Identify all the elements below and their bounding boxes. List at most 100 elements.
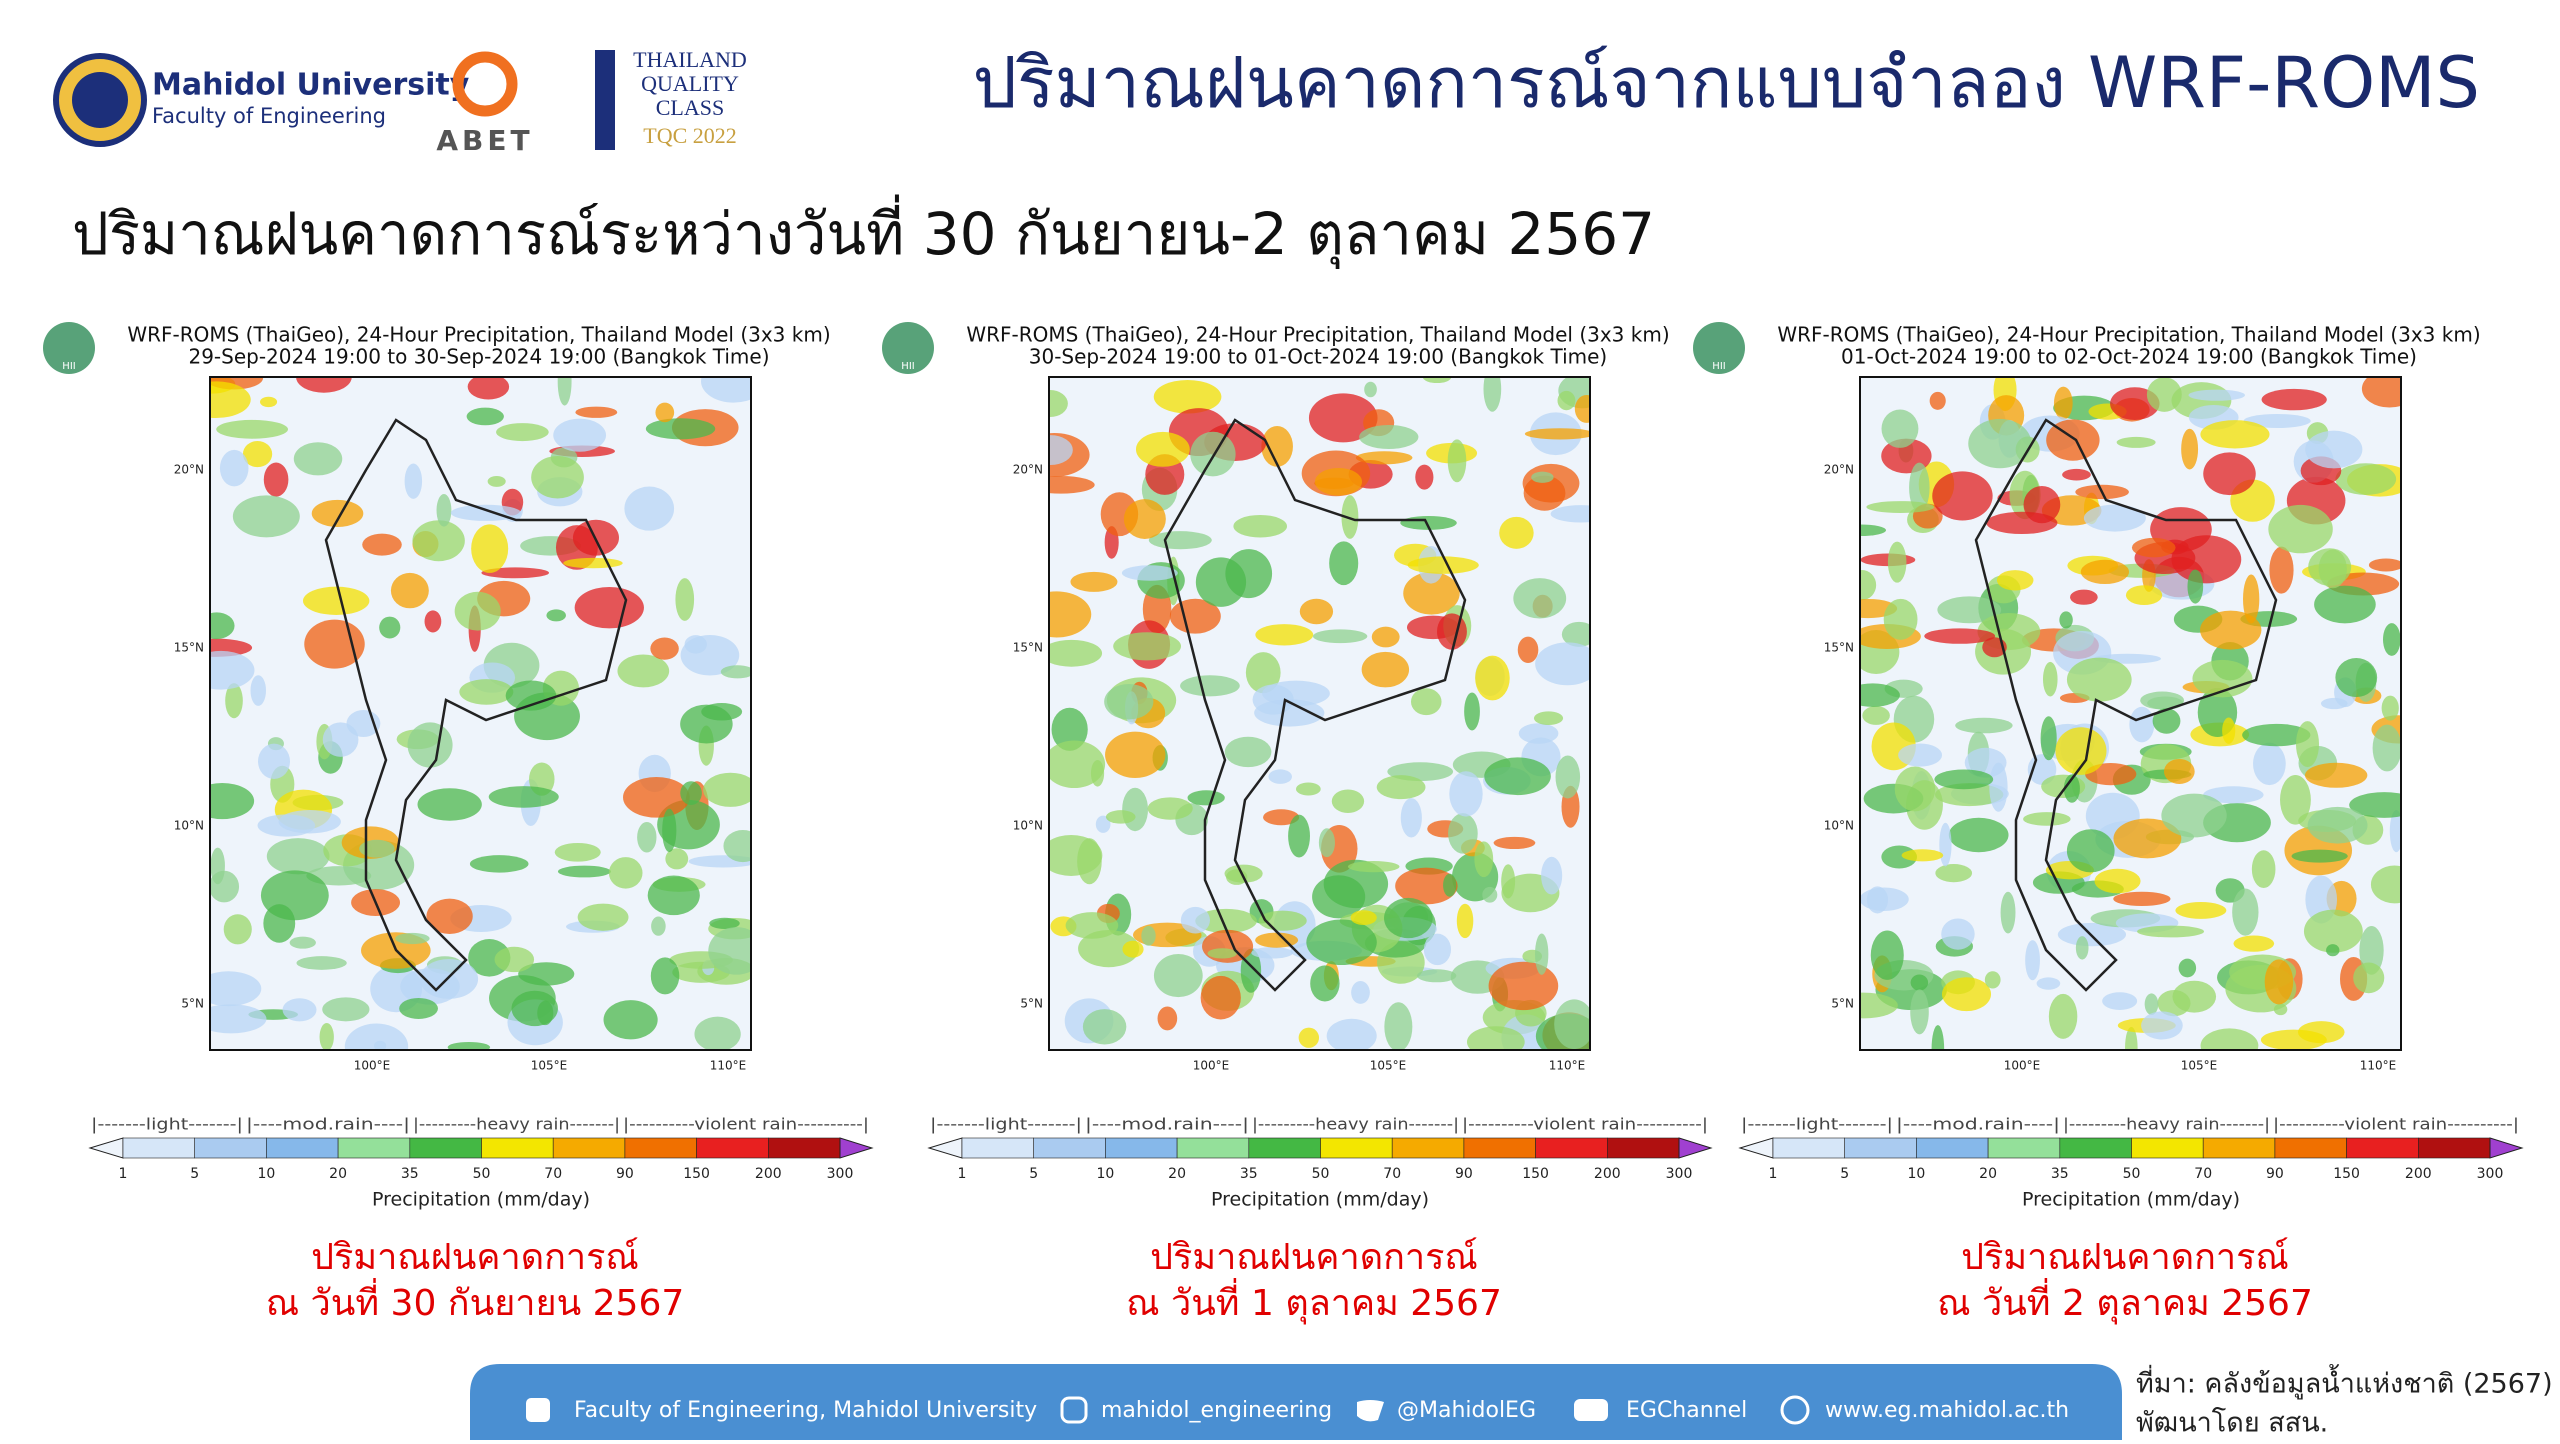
rain-area bbox=[2353, 962, 2385, 994]
colorbar-label: Precipitation (mm/day) bbox=[2022, 1189, 2240, 1211]
caption: ณ วันที่ 30 กันยายน 2567 bbox=[266, 1278, 685, 1324]
rain-area bbox=[2268, 504, 2333, 554]
colorbar-tick: 200 bbox=[755, 1166, 782, 1182]
mu-logo-inner bbox=[72, 72, 128, 128]
colorbar-segment bbox=[552, 1137, 626, 1159]
rain-area bbox=[1483, 377, 1502, 412]
colorbar-segment bbox=[1987, 1137, 2061, 1159]
colorbar-segment bbox=[2202, 1137, 2276, 1159]
rain-area bbox=[574, 586, 644, 629]
colorbar-segment bbox=[961, 1137, 1034, 1159]
rain-area bbox=[2307, 806, 2368, 844]
colorbar-segment bbox=[1391, 1137, 1465, 1159]
rain-area bbox=[2048, 993, 2078, 1039]
rain-class: |-------light-------| bbox=[1741, 1115, 1893, 1134]
rain-area bbox=[2260, 1029, 2327, 1050]
lat-label: 15°N bbox=[1013, 641, 1043, 655]
lon-label: 100°E bbox=[2004, 1059, 2041, 1073]
rain-area bbox=[362, 533, 402, 556]
map-title: 01-Oct-2024 19:00 to 02-Oct-2024 19:00 (… bbox=[1841, 345, 2417, 369]
country-border bbox=[1163, 418, 1467, 992]
rain-area bbox=[1443, 873, 1457, 897]
colorbar-tick: 70 bbox=[1383, 1166, 1401, 1182]
rain-area bbox=[1157, 1006, 1178, 1031]
abet: ABET bbox=[436, 124, 533, 157]
rain-area bbox=[1361, 651, 1410, 688]
rain-area bbox=[311, 499, 364, 528]
rain-area bbox=[553, 418, 607, 452]
rain-area bbox=[390, 572, 429, 609]
rain-area bbox=[1384, 897, 1433, 939]
colorbar-segment bbox=[1320, 1137, 1393, 1159]
rain-area bbox=[2023, 812, 2071, 826]
rain-area bbox=[1935, 864, 1973, 883]
lat-label: 15°N bbox=[174, 641, 204, 655]
rain-area bbox=[210, 971, 262, 1007]
rain-class: |-------light-------| bbox=[91, 1115, 243, 1134]
rain-area bbox=[289, 936, 316, 949]
rain-area bbox=[2178, 958, 2197, 978]
rain-area bbox=[412, 520, 465, 562]
rain-area bbox=[1049, 435, 1073, 466]
colorbar-arrow-high bbox=[839, 1137, 874, 1159]
rain-area bbox=[2261, 388, 2327, 411]
abet-logo bbox=[452, 51, 518, 117]
rain-area bbox=[554, 842, 601, 862]
rain-area bbox=[2102, 992, 2138, 1010]
rain-area bbox=[481, 567, 550, 579]
colorbar-tick: 1 bbox=[1769, 1166, 1778, 1182]
youtube-icon bbox=[1574, 1399, 1608, 1421]
rain-area bbox=[1384, 1002, 1413, 1050]
rain-area bbox=[1410, 688, 1442, 716]
rain-area bbox=[651, 916, 666, 936]
rain-area bbox=[700, 377, 751, 403]
rain-area bbox=[2304, 762, 2368, 788]
rain-area bbox=[302, 586, 370, 615]
rain-area bbox=[2314, 585, 2376, 624]
rain-area bbox=[1306, 919, 1377, 966]
rain-area bbox=[1207, 948, 1237, 959]
footer-link: www.eg.mahidol.ac.th bbox=[1825, 1398, 2069, 1423]
page-title: ปริมาณฝนคาดการณ์จากแบบจำลอง WRF-ROMS bbox=[973, 42, 2480, 124]
map-image bbox=[1860, 377, 2401, 1050]
tqc-line: QUALITY bbox=[641, 71, 739, 96]
instagram-icon bbox=[1060, 1396, 1088, 1424]
colorbar-label: Precipitation (mm/day) bbox=[372, 1189, 590, 1211]
rain-area bbox=[617, 654, 670, 688]
colorbar-segment bbox=[481, 1137, 554, 1159]
rain-area bbox=[1555, 755, 1581, 799]
rain-area bbox=[2188, 389, 2245, 401]
colorbar-tick: 35 bbox=[1240, 1166, 1258, 1182]
lon-label: 110°E bbox=[1549, 1059, 1586, 1073]
rain-area bbox=[1866, 886, 1889, 914]
rain-area bbox=[2053, 386, 2073, 420]
rain-area bbox=[2222, 717, 2236, 744]
rain-area bbox=[1986, 511, 2058, 535]
rain-area bbox=[1860, 992, 1898, 1019]
colorbar-segment bbox=[2059, 1137, 2132, 1159]
rain-area bbox=[1261, 425, 1293, 467]
rain-area bbox=[2113, 891, 2171, 907]
map-frame bbox=[209, 376, 752, 1051]
facebook-icon bbox=[526, 1398, 550, 1422]
rain-area bbox=[1082, 1009, 1127, 1045]
rain-area bbox=[417, 788, 482, 821]
rain-area bbox=[1870, 930, 1904, 980]
tqc-emblem bbox=[595, 50, 615, 150]
rain-area bbox=[537, 1000, 554, 1026]
colorbar-segment bbox=[2346, 1137, 2419, 1159]
caption: ณ วันที่ 1 ตุลาคม 2567 bbox=[1126, 1278, 1502, 1325]
tqc-line: CLASS bbox=[656, 95, 724, 120]
rain-area bbox=[494, 946, 535, 973]
hii-label: HII bbox=[1712, 361, 1725, 372]
rain-area bbox=[675, 578, 695, 621]
map-frame bbox=[1048, 376, 1591, 1051]
colorbar-segment bbox=[1606, 1137, 1680, 1159]
rain-area bbox=[1400, 798, 1422, 838]
rain-area bbox=[1233, 514, 1288, 538]
rain-area bbox=[424, 610, 442, 633]
tqc-year: TQC 2022 bbox=[643, 123, 737, 148]
map-title: WRF-ROMS (ThaiGeo), 24-Hour Precipitatio… bbox=[966, 323, 1669, 347]
rain-area bbox=[322, 997, 370, 1022]
